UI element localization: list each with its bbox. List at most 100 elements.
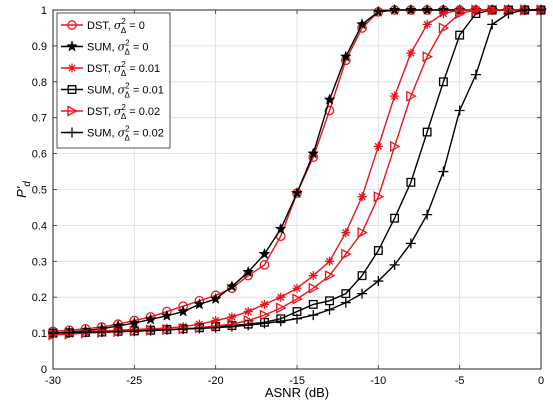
data-point [389, 259, 400, 270]
data-point [276, 292, 286, 302]
legend-label-name: DST, [87, 20, 114, 32]
data-point [357, 227, 368, 239]
data-point [373, 141, 383, 151]
data-point [422, 127, 432, 137]
data-point [471, 4, 482, 16]
data-point [308, 282, 320, 294]
data-point [357, 271, 367, 281]
data-point [388, 3, 401, 16]
data-point [259, 309, 271, 321]
legend-label: SUM, σ2 Δ = 0 [87, 39, 149, 57]
y-tick-label: 0.9 [32, 41, 47, 53]
data-point [144, 313, 157, 325]
legend-marker [67, 105, 78, 117]
legend-label: DST, σ2 Δ = 0.02 [87, 103, 160, 121]
legend-label: DST, σ2 Δ = 0.01 [87, 60, 160, 78]
legend-label-sup: 2 [125, 39, 130, 48]
y-tick-label: 1 [41, 5, 47, 17]
data-point [259, 299, 269, 309]
legend-label-sup: 2 [125, 82, 130, 91]
legend-label-sigma: σ [114, 19, 122, 32]
data-point [259, 260, 270, 270]
series-6 [48, 5, 546, 339]
data-point [357, 192, 367, 202]
y-tick-label: 0.7 [32, 113, 47, 125]
data-point [406, 48, 416, 58]
y-tick-label: 0.4 [32, 220, 47, 232]
legend-label: SUM, σ2 Δ = 0.02 [87, 125, 164, 143]
data-point [292, 283, 302, 293]
data-point [292, 313, 302, 324]
x-tick-label: -25 [126, 375, 142, 387]
y-tick-label: 0.5 [32, 185, 47, 197]
legend-item: SUM, σ2 Δ = 0.02 [61, 125, 164, 143]
legend-label-sigma: σ [118, 84, 126, 97]
data-point [438, 77, 448, 87]
data-point [324, 304, 335, 315]
data-point [356, 18, 368, 30]
x-tick-label: -10 [370, 375, 386, 387]
x-tick-label: -15 [289, 375, 305, 387]
data-point [276, 302, 287, 314]
legend-label-name: DST, [87, 106, 114, 118]
legend-item: DST, σ2 Δ = 0.01 [61, 60, 160, 78]
data-point [291, 186, 303, 199]
legend-marker [67, 85, 77, 94]
legend-label-name: SUM, [87, 128, 118, 140]
data-point [339, 50, 352, 62]
legend-label-sigma: σ [114, 62, 122, 75]
data-point [324, 270, 336, 282]
legend-label: SUM, σ2 Δ = 0.01 [87, 82, 164, 100]
data-point [487, 19, 498, 30]
data-point [292, 293, 303, 305]
data-point [455, 30, 465, 40]
data-point [325, 256, 335, 266]
data-point [209, 292, 222, 305]
legend-label-sigma: σ [118, 127, 126, 140]
data-point [161, 324, 172, 335]
data-point [421, 3, 434, 16]
y-tick-label: 0.8 [32, 77, 47, 89]
data-point [308, 310, 319, 321]
legend-label-name: SUM, [87, 42, 118, 54]
data-point [357, 288, 368, 299]
data-point [341, 228, 351, 238]
y-axis-label-main: P' [14, 186, 29, 198]
data-point [193, 298, 206, 310]
y-tick-label: 0.2 [32, 292, 47, 304]
data-point [243, 320, 254, 331]
data-point [373, 276, 384, 287]
data-point [226, 280, 238, 292]
data-point [323, 93, 336, 105]
data-point [340, 297, 351, 308]
data-point [307, 147, 320, 159]
data-point [308, 299, 318, 309]
legend-label-sup: 2 [121, 60, 126, 69]
data-point [177, 305, 190, 317]
data-point [389, 140, 401, 152]
data-point [308, 271, 318, 281]
data-point [80, 327, 91, 338]
legend-label-value: = 0.01 [130, 85, 164, 97]
data-point [390, 91, 400, 101]
legend-marker [67, 127, 77, 138]
legend-marker [66, 40, 78, 52]
legend-marker [67, 20, 77, 30]
data-point [194, 323, 205, 334]
data-point [422, 209, 433, 220]
legend-item: DST, σ2 Δ = 0 [61, 17, 145, 35]
y-tick-label: 0.6 [32, 149, 47, 161]
data-point [210, 322, 221, 333]
data-point [96, 327, 107, 338]
legend-box [56, 12, 171, 149]
legend-label-sub: Δ [125, 91, 131, 100]
data-point [259, 318, 270, 329]
x-tick-label: -20 [208, 375, 224, 387]
legend-label-sub: Δ [125, 134, 131, 143]
data-point [258, 247, 271, 260]
data-point [341, 289, 351, 299]
x-tick-label: -5 [455, 375, 465, 387]
data-point [405, 238, 416, 249]
y-tick-label: 0.3 [32, 256, 47, 268]
data-point [438, 22, 450, 34]
